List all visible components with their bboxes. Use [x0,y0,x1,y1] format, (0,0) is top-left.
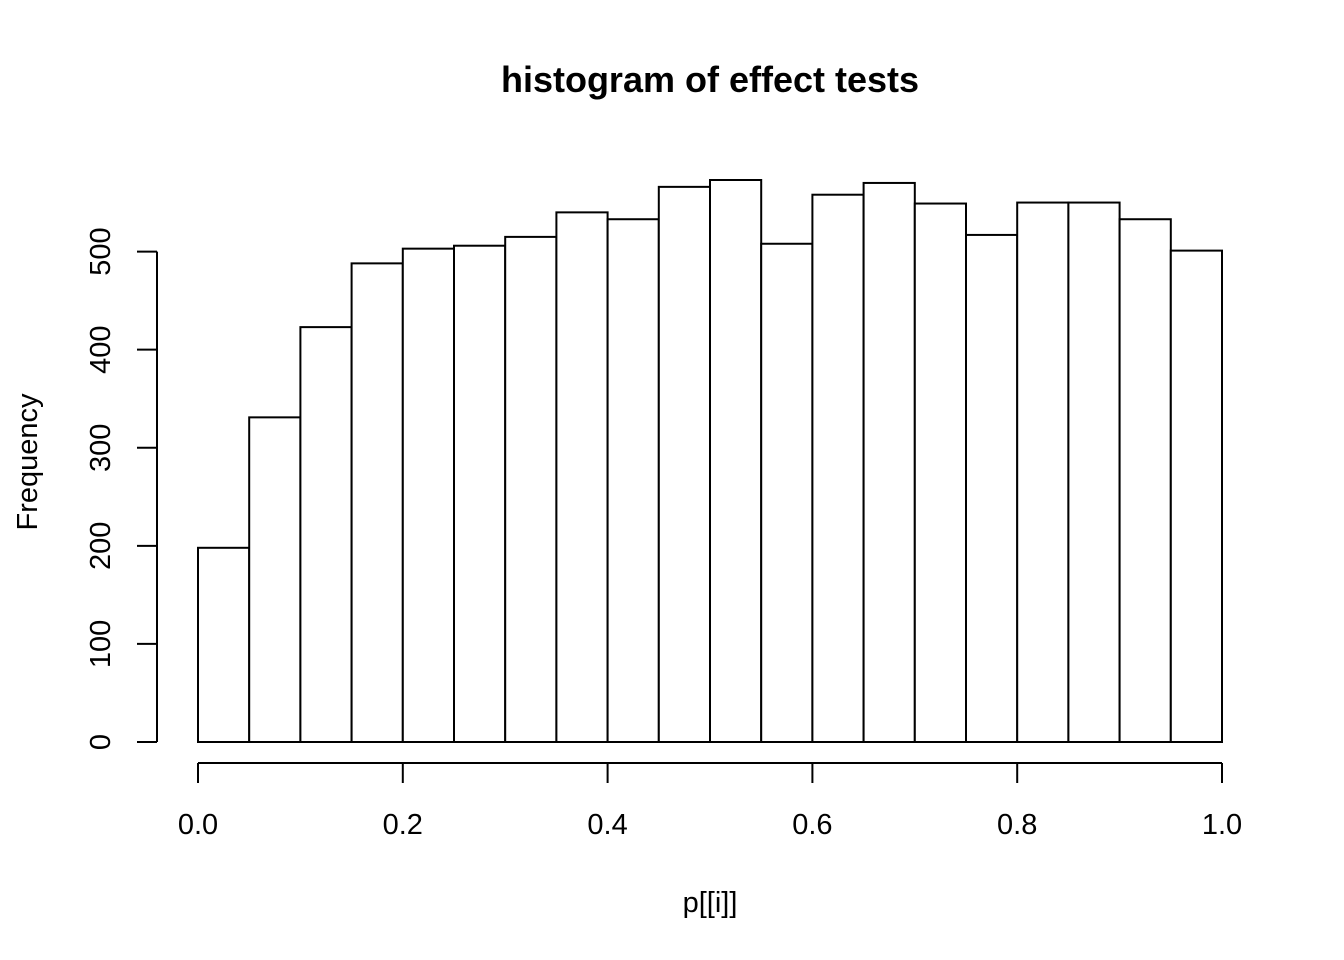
y-tick-label: 500 [85,227,117,275]
histogram-bar [299,326,353,743]
histogram-bar [350,262,404,743]
histogram-bar [913,202,967,744]
histogram-bar [453,244,507,744]
histogram-bar [1118,218,1172,743]
y-axis-label: Frequency [12,393,44,531]
histogram-bar [197,546,251,743]
x-tick-label: 0.0 [178,809,218,841]
histogram-bar [606,218,660,743]
x-tick-label: 0.6 [792,809,832,841]
histogram-bar [811,193,865,743]
histogram-bar [1169,249,1224,743]
x-tick-label: 0.8 [997,809,1037,841]
y-tick-label: 400 [85,325,117,373]
x-axis-label: p[[i]] [683,887,738,919]
x-tick-label: 0.4 [587,809,627,841]
histogram-bar [401,247,455,743]
histogram-bar [965,233,1019,743]
x-tick-label: 0.2 [383,809,423,841]
y-tick-label: 200 [85,522,117,570]
histogram-bar [709,179,763,743]
histogram-bar [504,235,558,743]
histogram-bar [248,416,302,743]
x-tick-label: 1.0 [1202,809,1242,841]
histogram-bar [862,181,916,744]
x-axis: 0.0 0.2 0.4 0.6 0.8 1.0 [178,762,1242,841]
y-tick-label: 300 [85,424,117,472]
histogram-bar [1016,201,1070,743]
bars-group [197,179,1224,744]
histogram-bar [555,211,609,743]
histogram-bar [657,185,711,744]
y-tick-label: 100 [85,620,117,668]
histogram-bar [1067,201,1121,743]
y-axis: 0 100 200 300 400 500 [85,227,158,750]
chart-title: histogram of effect tests [501,59,919,100]
y-tick-label: 0 [85,734,117,750]
histogram-bar [760,242,814,744]
